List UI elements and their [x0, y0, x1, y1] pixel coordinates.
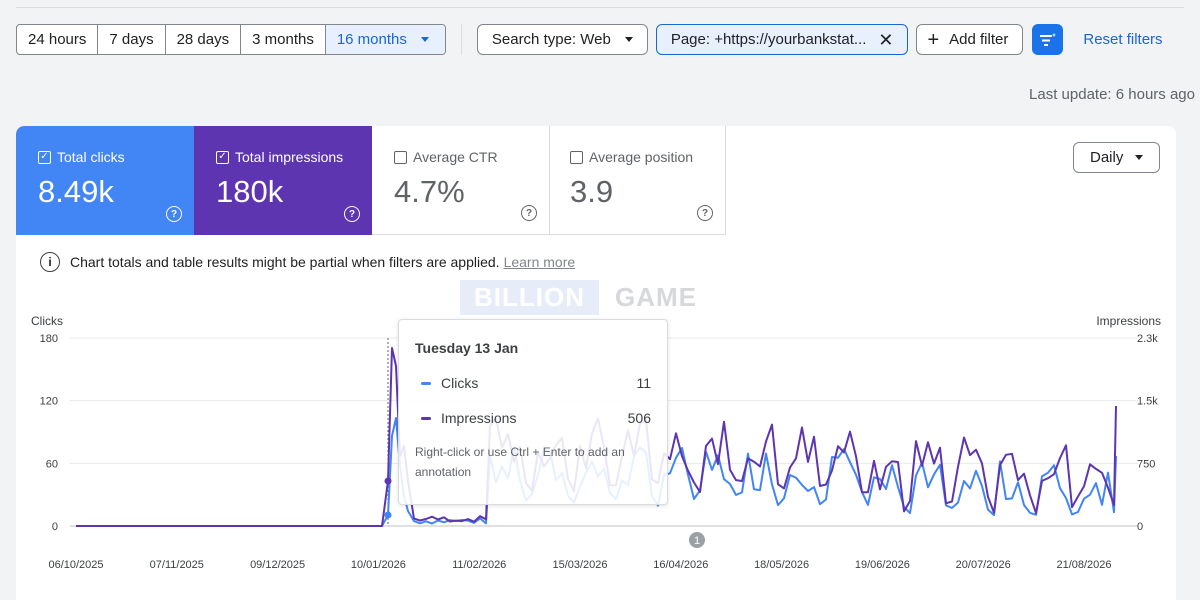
tooltip-impressions-row: Impressions 506: [415, 410, 651, 426]
hover-point-impressions: [384, 477, 392, 485]
info-icon: i: [40, 252, 60, 272]
y-right-tick-label: 750: [1137, 458, 1155, 470]
tooltip-clicks-label: Clicks: [441, 375, 479, 391]
checkbox-checked-icon[interactable]: ✓: [216, 150, 229, 164]
metric-clicks-value: 8.49k: [38, 174, 114, 209]
divider: [460, 24, 462, 55]
help-icon[interactable]: ?: [344, 206, 360, 222]
date-range-selector: 24 hours 7 days 28 days 3 months 16 mont…: [16, 24, 446, 55]
metric-card-clicks[interactable]: ✓ Total clicks 8.49k ?: [16, 126, 194, 235]
close-icon[interactable]: ✕: [878, 29, 894, 50]
metric-impressions-value: 180k: [216, 174, 284, 209]
add-filter-button[interactable]: + Add filter: [916, 24, 1024, 55]
page-filter-label: Page: +https://yourbankstat...: [670, 31, 867, 48]
help-icon[interactable]: ?: [697, 205, 713, 221]
plus-icon: +: [927, 28, 940, 51]
chart-tooltip: Tuesday 13 Jan Clicks 11 Impressions 506…: [398, 319, 668, 505]
y-left-tick-label: 0: [52, 521, 58, 533]
learn-more-link[interactable]: Learn more: [503, 254, 576, 270]
granularity-label: Daily: [1090, 149, 1124, 166]
impressions-legend-swatch: [421, 416, 431, 420]
y-right-axis-title: Impressions: [1096, 314, 1161, 328]
page-filter-chip[interactable]: Page: +https://yourbankstat... ✕: [655, 24, 909, 55]
reset-filters-link[interactable]: Reset filters: [1083, 31, 1163, 48]
x-tick-label: 21/08/2026: [1056, 559, 1111, 571]
chevron-down-icon: [1135, 155, 1143, 160]
hover-point-clicks: [384, 511, 392, 519]
metric-ctr-label: Average CTR: [413, 149, 498, 165]
checkbox-checked-icon[interactable]: ✓: [38, 150, 51, 164]
performance-panel: ✓ Total clicks 8.49k ? ✓ Total impressions…: [16, 126, 1176, 600]
y-left-tick-label: 60: [46, 458, 58, 470]
watermark-logo: BILLION GAME: [460, 280, 713, 315]
tooltip-date: Tuesday 13 Jan: [415, 340, 519, 356]
metric-position-label: Average position: [589, 149, 694, 165]
range-16-months[interactable]: 16 months: [325, 25, 445, 54]
watermark-text-a: BILLION: [460, 280, 599, 315]
range-24-hours[interactable]: 24 hours: [17, 25, 99, 54]
y-left-tick-label: 120: [40, 396, 58, 408]
y-right-tick-label: 0: [1137, 521, 1143, 533]
tooltip-impressions-label: Impressions: [441, 410, 517, 426]
tooltip-hint: Right-click or use Ctrl + Enter to add a…: [415, 445, 625, 479]
top-divider: [16, 7, 1184, 8]
tooltip-clicks-row: Clicks 11: [415, 375, 651, 391]
chevron-down-icon: [420, 37, 429, 42]
help-icon[interactable]: ?: [166, 206, 182, 222]
metric-ctr-value: 4.7%: [394, 174, 465, 209]
y-left-axis-title: Clicks: [31, 314, 63, 328]
checkbox-unchecked-icon[interactable]: [394, 150, 407, 164]
performance-chart[interactable]: Clicks Impressions 0 0 60 750 120 1.5k 180 2.3k 06…: [16, 306, 1176, 600]
x-tick-label: 07/11/2025: [150, 559, 204, 571]
help-icon[interactable]: ?: [521, 205, 537, 221]
annotation-marker-label: 1: [694, 535, 700, 547]
clicks-legend-swatch: [421, 381, 431, 385]
y-right-tick-label: 2.3k: [1137, 333, 1158, 345]
metric-position-value: 3.9: [570, 174, 614, 209]
notice-text: Chart totals and table results might be …: [70, 254, 500, 270]
tooltip-impressions-value: 506: [627, 410, 651, 426]
metric-impressions-label: Total impressions: [235, 149, 344, 165]
annotation-marker: [689, 532, 705, 548]
x-tick-label: 11/02/2026: [452, 559, 506, 571]
last-update-text: Last update: 6 hours ago: [1029, 86, 1195, 103]
x-tick-label: 10/01/2026: [351, 559, 406, 571]
metric-clicks-label: Total clicks: [57, 149, 125, 165]
filter-bar: 24 hours 7 days 28 days 3 months 16 mont…: [16, 24, 1163, 55]
range-28-days[interactable]: 28 days: [166, 25, 242, 54]
metric-card-ctr[interactable]: Average CTR 4.7% ?: [372, 126, 550, 235]
x-tick-label: 16/04/2026: [653, 559, 708, 571]
filter-list-icon: [1039, 32, 1057, 46]
x-tick-label: 06/10/2025: [48, 559, 103, 571]
filter-options-button[interactable]: [1032, 24, 1064, 55]
y-left-tick-label: 180: [40, 333, 58, 345]
search-type-dropdown[interactable]: Search type: Web: [476, 24, 648, 55]
search-type-label: Search type: Web: [491, 31, 611, 48]
checkbox-unchecked-icon[interactable]: [570, 150, 583, 164]
x-tick-label: 09/12/2025: [250, 559, 305, 571]
range-3-months[interactable]: 3 months: [241, 25, 326, 54]
chevron-down-icon: [624, 37, 633, 42]
x-tick-label: 20/07/2026: [956, 559, 1011, 571]
x-tick-label: 19/06/2026: [855, 559, 910, 571]
y-right-tick-label: 1.5k: [1137, 396, 1158, 408]
granularity-dropdown[interactable]: Daily: [1073, 142, 1160, 173]
x-tick-label: 18/05/2026: [754, 559, 809, 571]
partial-data-notice: i Chart totals and table results might b…: [40, 252, 575, 272]
watermark-text-b: GAME: [615, 282, 697, 312]
metric-card-impressions[interactable]: ✓ Total impressions 180k ?: [194, 126, 372, 235]
range-7-days[interactable]: 7 days: [98, 25, 166, 54]
tooltip-clicks-value: 11: [636, 375, 651, 391]
metric-card-position[interactable]: Average position 3.9 ?: [548, 126, 726, 235]
add-filter-label: Add filter: [949, 31, 1009, 48]
x-tick-label: 15/03/2026: [552, 559, 607, 571]
range-16-months-label: 16 months: [336, 31, 407, 48]
